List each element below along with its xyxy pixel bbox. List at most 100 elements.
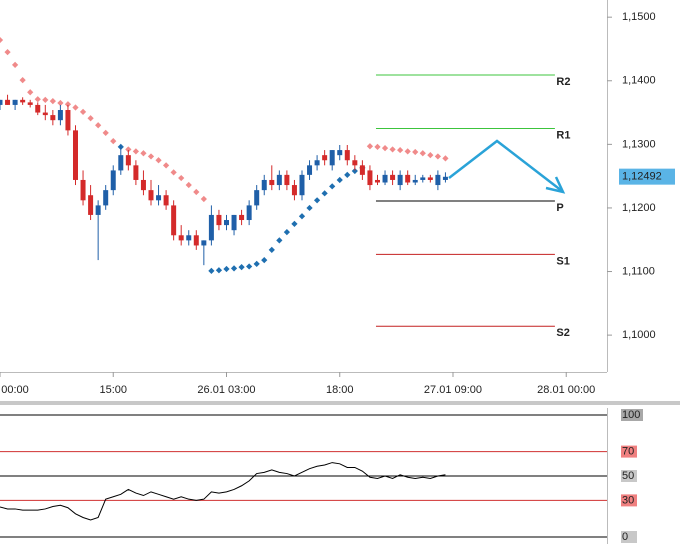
candle-body bbox=[216, 214, 222, 226]
candle-body bbox=[193, 235, 199, 246]
sar-dot bbox=[412, 148, 419, 156]
sar-dot bbox=[140, 150, 147, 157]
candle-body bbox=[435, 174, 441, 186]
candle-body bbox=[223, 220, 229, 226]
candle-body bbox=[35, 104, 41, 113]
sar-dot bbox=[95, 122, 102, 129]
y-tick-label-bg bbox=[621, 445, 637, 458]
sar-dot bbox=[185, 181, 192, 189]
candle-body bbox=[374, 179, 380, 183]
pivot-label: R1 bbox=[556, 129, 570, 141]
candle-body bbox=[359, 165, 365, 175]
candle-body bbox=[95, 205, 101, 215]
y-tick-label: 1,1000 bbox=[622, 329, 656, 341]
y-tick-label: 1,1500 bbox=[622, 11, 656, 23]
candle-body bbox=[405, 174, 411, 183]
candle-body bbox=[80, 179, 86, 201]
y-tick-label-bg bbox=[621, 470, 637, 482]
candle-body bbox=[314, 160, 320, 166]
candle-body bbox=[420, 177, 426, 180]
sar-dot bbox=[64, 101, 72, 108]
candle-body bbox=[291, 185, 297, 196]
sar-dot bbox=[253, 260, 260, 268]
y-tick-label: 30 bbox=[622, 494, 634, 506]
x-tick-label: 18:00 bbox=[326, 384, 354, 396]
sar-dot bbox=[261, 256, 268, 264]
sar-dot bbox=[79, 108, 87, 116]
y-tick-label: 100 bbox=[622, 409, 640, 421]
sar-dot bbox=[283, 228, 291, 236]
y-tick-label: 1,1100 bbox=[622, 265, 655, 277]
candle-body bbox=[284, 174, 290, 186]
candle-body bbox=[208, 214, 214, 241]
sar-dot bbox=[0, 36, 4, 44]
candle-body bbox=[201, 240, 207, 246]
candle-body bbox=[163, 195, 169, 206]
candle-body bbox=[344, 150, 350, 161]
candle-body bbox=[442, 176, 448, 180]
pivot-label: S1 bbox=[556, 255, 569, 267]
sar-dot bbox=[19, 77, 26, 84]
sar-dot bbox=[162, 162, 170, 169]
candle-body bbox=[133, 165, 139, 180]
sar-dot bbox=[268, 246, 275, 254]
candle-body bbox=[125, 155, 131, 166]
sar-dot bbox=[132, 148, 140, 155]
sar-dot bbox=[147, 153, 155, 160]
candle-body bbox=[299, 174, 305, 196]
y-tick-label-bg bbox=[621, 409, 643, 421]
sar-dot bbox=[427, 152, 434, 159]
candle-body bbox=[276, 174, 282, 186]
sar-dot bbox=[110, 138, 117, 145]
current-price-box bbox=[619, 168, 675, 185]
rsi-line bbox=[0, 462, 446, 521]
sar-dot bbox=[125, 146, 132, 153]
candle-body bbox=[27, 102, 33, 105]
candle-body bbox=[367, 170, 373, 186]
candle-body bbox=[231, 214, 237, 231]
panel-divider bbox=[0, 401, 680, 405]
candle-body bbox=[118, 155, 124, 171]
candle-body bbox=[382, 174, 388, 183]
y-tick-label: 70 bbox=[622, 446, 634, 458]
candle-body bbox=[57, 110, 63, 121]
candle-body bbox=[269, 179, 275, 186]
y-tick-label: 1,1400 bbox=[622, 75, 656, 87]
candle-body bbox=[12, 99, 18, 105]
sar-dot bbox=[49, 97, 56, 105]
candle-body bbox=[103, 190, 109, 206]
x-tick-label: 26.01 03:00 bbox=[197, 384, 255, 396]
candle-body bbox=[261, 179, 267, 191]
candle-body bbox=[171, 205, 177, 236]
y-tick-label: 1,1300 bbox=[622, 138, 656, 150]
candle-body bbox=[397, 174, 403, 186]
y-tick-label: 1,1200 bbox=[622, 202, 656, 214]
y-tick-label-bg bbox=[621, 494, 637, 507]
candle-body bbox=[140, 179, 146, 191]
x-tick-label: 28.01 00:00 bbox=[537, 384, 595, 396]
candle-body bbox=[50, 115, 56, 121]
candle-body bbox=[42, 112, 48, 116]
candle-body bbox=[427, 177, 433, 180]
sar-dot bbox=[34, 96, 41, 103]
candle-body bbox=[239, 214, 245, 221]
candle-body bbox=[186, 235, 192, 241]
sar-dot bbox=[57, 99, 64, 107]
sar-dot bbox=[155, 157, 162, 164]
pivot-label: P bbox=[556, 202, 563, 214]
candle-body bbox=[329, 150, 335, 166]
candle-body bbox=[337, 150, 343, 156]
sar-dot bbox=[381, 145, 389, 152]
candle-body bbox=[110, 170, 116, 191]
x-tick-label: 27.01 09:00 bbox=[424, 384, 482, 396]
candle-body bbox=[20, 99, 26, 103]
candle-body bbox=[156, 195, 162, 201]
candle-body bbox=[307, 165, 313, 175]
candle-body bbox=[254, 190, 260, 206]
candle-body bbox=[88, 195, 94, 215]
x-tick-label: 15:00 bbox=[99, 384, 127, 396]
y-tick-label: 0 bbox=[622, 531, 628, 543]
